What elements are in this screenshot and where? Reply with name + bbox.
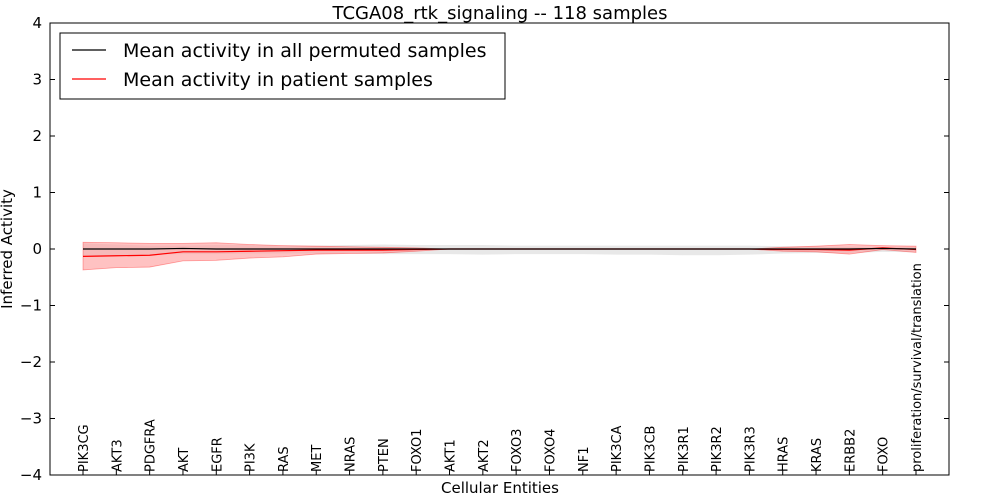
y-tick-label: 3 bbox=[32, 71, 42, 89]
x-category-label: FOXO1 bbox=[410, 429, 425, 472]
x-category-label: AKT bbox=[177, 448, 192, 472]
plot-area bbox=[82, 241, 917, 271]
legend: Mean activity in all permuted samples Me… bbox=[59, 32, 506, 100]
legend-label-permuted: Mean activity in all permuted samples bbox=[123, 40, 486, 62]
x-category-label: PIK3CB bbox=[643, 426, 658, 472]
y-tick-label: 2 bbox=[32, 127, 42, 145]
x-category-label: AKT1 bbox=[444, 439, 459, 472]
y-tick-label: −4 bbox=[20, 466, 42, 484]
x-category-label: KRAS bbox=[810, 438, 825, 472]
x-category-label: AKT3 bbox=[110, 439, 125, 472]
legend-box bbox=[59, 32, 506, 100]
x-category-label: PI3K bbox=[244, 443, 259, 472]
x-category-label: PIK3R2 bbox=[710, 426, 725, 472]
x-category-label: FOXO3 bbox=[510, 429, 525, 472]
y-tick-label: 4 bbox=[32, 14, 42, 32]
x-category-label: PTEN bbox=[377, 438, 392, 472]
x-category-label: PIK3R3 bbox=[743, 426, 758, 472]
y-tick-label: 0 bbox=[32, 240, 42, 258]
chart-title: TCGA08_rtk_signaling -- 118 samples bbox=[332, 3, 668, 24]
x-category-label: AKT2 bbox=[477, 439, 492, 472]
x-category-label: ERBB2 bbox=[843, 429, 858, 472]
y-tick-label: −2 bbox=[20, 353, 42, 371]
x-category-label: NF1 bbox=[577, 447, 592, 472]
y-axis-title: Inferred Activity bbox=[0, 189, 16, 309]
x-category-label: FOXO bbox=[877, 437, 892, 472]
x-axis: PIK3CG AKT3 PDGFRA AKT EGFR PI3K RAS MET NRAS PTE… bbox=[77, 263, 925, 475]
x-category-label: HRAS bbox=[777, 437, 792, 472]
y-tick-label: −1 bbox=[20, 297, 42, 315]
x-category-label: PIK3R1 bbox=[677, 426, 692, 472]
x-category-label: PDGFRA bbox=[144, 419, 159, 472]
x-axis-title: Cellular Entities bbox=[441, 479, 559, 497]
legend-label-patient: Mean activity in patient samples bbox=[123, 69, 433, 91]
x-category-label: PIK3CG bbox=[77, 424, 92, 472]
y-tick-label: 1 bbox=[32, 184, 42, 202]
x-category-label: EGFR bbox=[210, 437, 225, 472]
x-category-label: MET bbox=[310, 445, 325, 472]
x-category-label: proliferation/survival/translation bbox=[910, 263, 925, 472]
x-category-label: FOXO4 bbox=[543, 429, 558, 472]
x-category-label: PIK3CA bbox=[610, 425, 625, 472]
y-axis: 4 3 2 1 0 −1 −2 −3 −4 bbox=[20, 14, 949, 484]
y-tick-label: −3 bbox=[20, 410, 42, 428]
x-category-label: NRAS bbox=[344, 437, 359, 472]
series-line-permuted bbox=[83, 247, 917, 250]
x-category-label: RAS bbox=[277, 446, 292, 472]
